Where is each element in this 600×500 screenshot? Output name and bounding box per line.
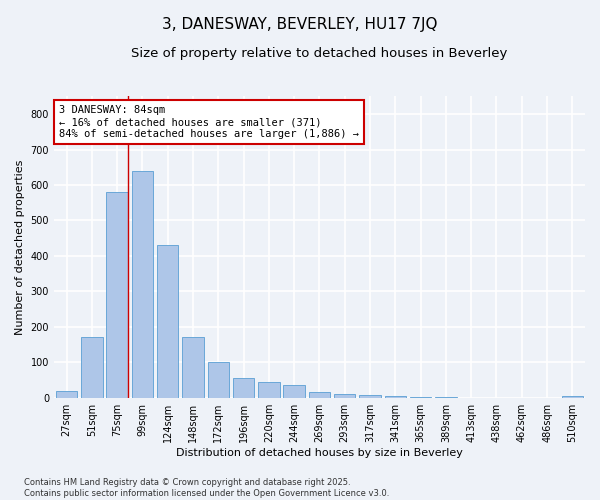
Y-axis label: Number of detached properties: Number of detached properties: [15, 160, 25, 334]
Bar: [258, 382, 280, 398]
Bar: [56, 390, 77, 398]
Text: 3, DANESWAY, BEVERLEY, HU17 7JQ: 3, DANESWAY, BEVERLEY, HU17 7JQ: [162, 18, 438, 32]
Bar: [131, 171, 153, 398]
Bar: [385, 396, 406, 398]
Bar: [334, 394, 355, 398]
Title: Size of property relative to detached houses in Beverley: Size of property relative to detached ho…: [131, 48, 508, 60]
Bar: [106, 192, 128, 398]
Bar: [562, 396, 583, 398]
Bar: [410, 396, 431, 398]
Bar: [309, 392, 330, 398]
Bar: [283, 386, 305, 398]
Bar: [233, 378, 254, 398]
Bar: [208, 362, 229, 398]
Bar: [182, 338, 204, 398]
Bar: [359, 395, 381, 398]
Text: Contains HM Land Registry data © Crown copyright and database right 2025.
Contai: Contains HM Land Registry data © Crown c…: [24, 478, 389, 498]
X-axis label: Distribution of detached houses by size in Beverley: Distribution of detached houses by size …: [176, 448, 463, 458]
Bar: [81, 338, 103, 398]
Bar: [157, 246, 178, 398]
Text: 3 DANESWAY: 84sqm
← 16% of detached houses are smaller (371)
84% of semi-detache: 3 DANESWAY: 84sqm ← 16% of detached hous…: [59, 106, 359, 138]
